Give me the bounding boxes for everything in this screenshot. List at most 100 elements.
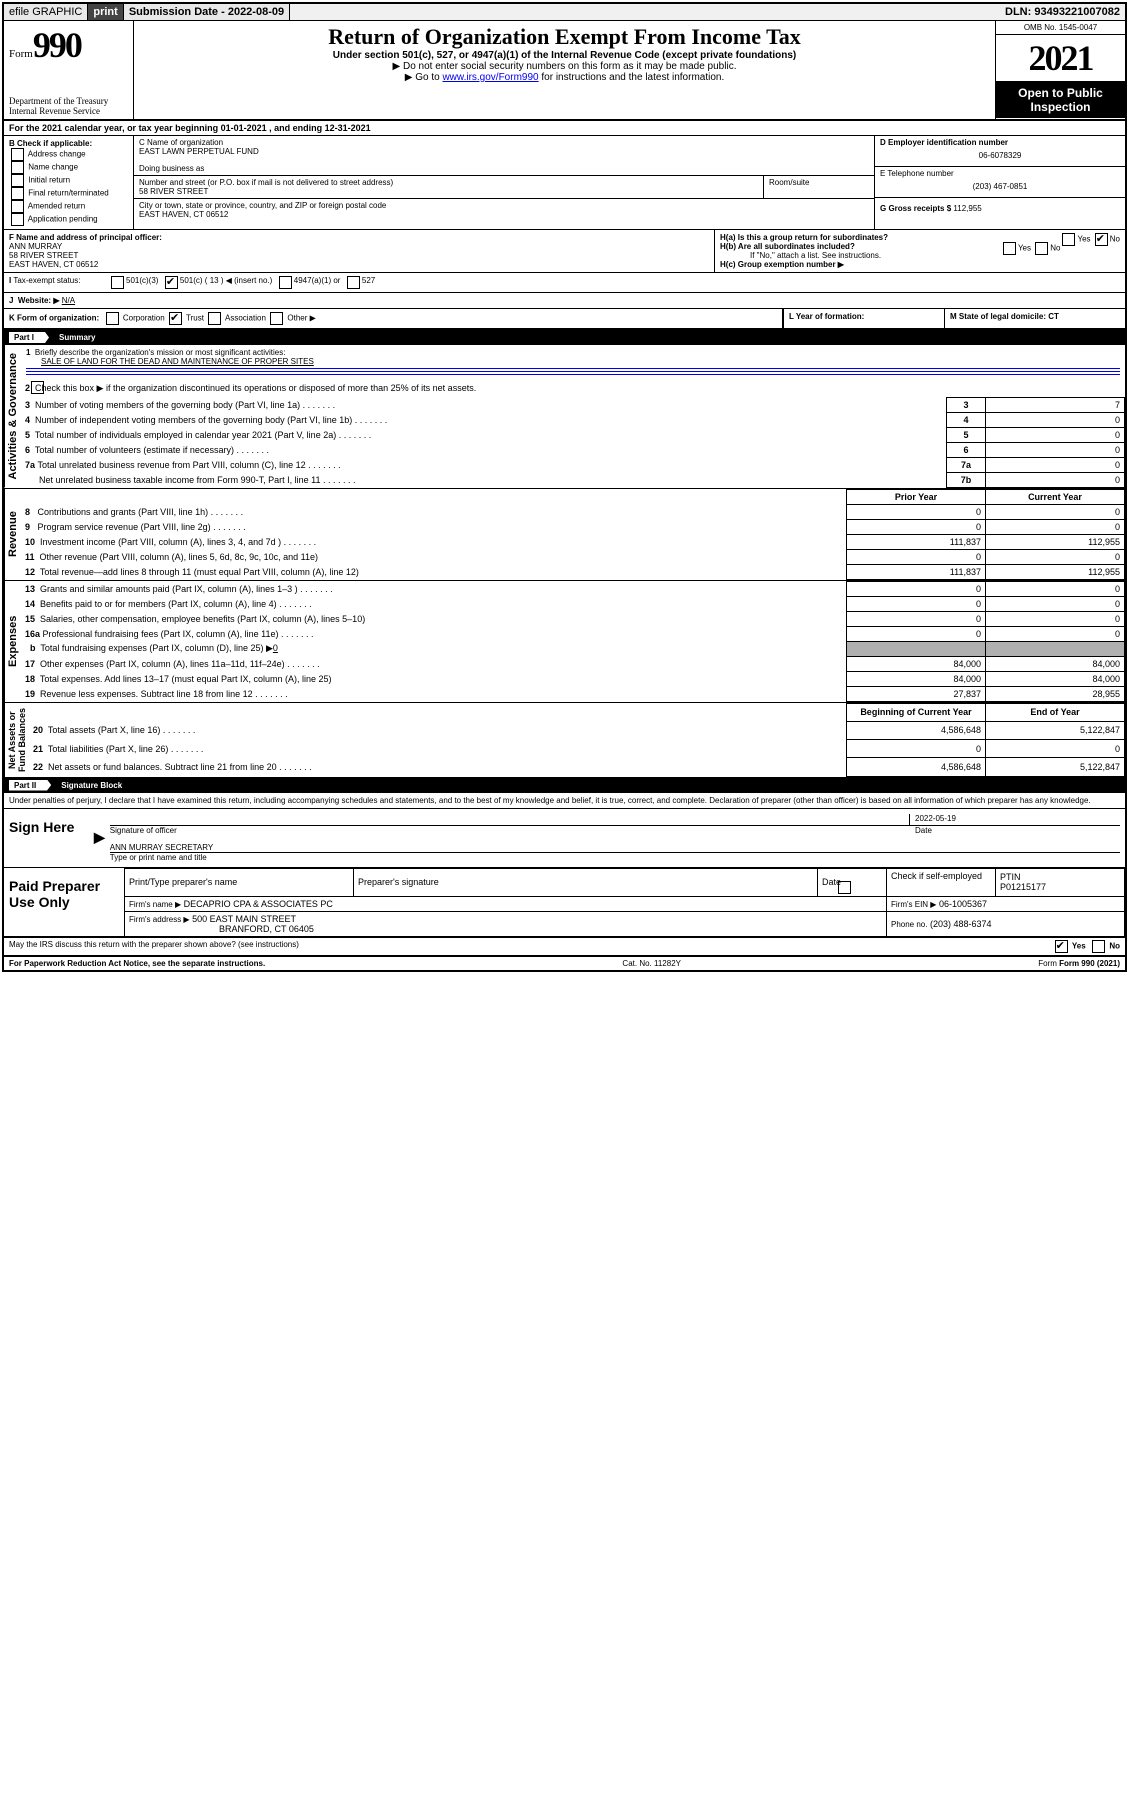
e17-text: Other expenses (Part IX, column (A), lin…: [40, 659, 285, 669]
r12-c: 112,955: [986, 564, 1125, 579]
line-a: For the 2021 calendar year, or tax year …: [9, 123, 371, 133]
e15-text: Salaries, other compensation, employee b…: [40, 614, 365, 624]
firm-ein: 06-1005367: [939, 899, 987, 909]
c-name-lbl: C Name of organization: [139, 138, 869, 147]
ein: 06-6078329: [880, 147, 1120, 164]
prep-date-lbl: Date: [818, 868, 887, 896]
section-f: F Name and address of principal officer:…: [4, 230, 715, 272]
arrow-icon: ▶: [94, 829, 105, 846]
vlabel-expenses: Expenses: [4, 581, 21, 702]
cb-ha-no[interactable]: [1095, 233, 1108, 246]
cb-initial[interactable]: [11, 174, 24, 187]
e17-c: 84,000: [986, 656, 1125, 671]
instr2: ▶ Go to www.irs.gov/Form990 for instruct…: [139, 72, 990, 83]
ha-no: No: [1110, 235, 1120, 244]
cb-501c3[interactable]: [111, 276, 124, 289]
k-trust: Trust: [186, 314, 204, 323]
hb-lbl: H(b) Are all subordinates included?: [720, 242, 855, 251]
room-lbl: Room/suite: [764, 176, 874, 198]
sign-here: Sign Here: [4, 809, 94, 867]
n20-text: Total assets (Part X, line 16): [48, 725, 161, 735]
org-name: EAST LAWN PERPETUAL FUND: [139, 147, 869, 156]
cb-hb-no[interactable]: [1035, 242, 1048, 255]
e19-text: Revenue less expenses. Subtract line 18 …: [40, 689, 253, 699]
n22-c: 5,122,847: [986, 758, 1125, 776]
e14-c: 0: [986, 596, 1125, 611]
subtitle: Under section 501(c), 527, or 4947(a)(1)…: [139, 50, 990, 61]
q2: Check this box ▶ if the organization dis…: [35, 383, 476, 393]
n22-text: Net assets or fund balances. Subtract li…: [48, 762, 277, 772]
ein-lbl: Firm's EIN ▶: [891, 900, 936, 909]
paid-preparer: Paid Preparer Use Only: [4, 868, 124, 936]
e17-p: 84,000: [847, 656, 986, 671]
foot-yes: Yes: [1072, 941, 1086, 950]
opt-address: Address change: [28, 150, 86, 159]
hc-lbl: H(c) Group exemption number ▶: [720, 260, 844, 269]
sig-date: 2022-05-19: [909, 814, 1120, 826]
print-button[interactable]: print: [88, 4, 123, 20]
r11-text: Other revenue (Part VIII, column (A), li…: [40, 552, 318, 562]
cb-final[interactable]: [11, 187, 24, 200]
j-lbl: Website: ▶: [18, 296, 60, 305]
cb-527[interactable]: [347, 276, 360, 289]
f-lbl: F Name and address of principal officer:: [9, 233, 162, 242]
e15-p: 0: [847, 611, 986, 626]
e13-c: 0: [986, 581, 1125, 596]
opt-name: Name change: [28, 163, 78, 172]
l3-val: 7: [986, 397, 1125, 412]
form990-link[interactable]: www.irs.gov/Form990: [442, 72, 538, 83]
cb-discuss-no[interactable]: [1092, 940, 1105, 953]
section-h: H(a) Is this a group return for subordin…: [715, 230, 1125, 272]
prep-self-lbl: Check if self-employed: [891, 871, 982, 881]
cb-self-employed[interactable]: [838, 881, 851, 894]
vlabel-activities: Activities & Governance: [4, 345, 21, 488]
cb-amended[interactable]: [11, 200, 24, 213]
cb-trust[interactable]: [169, 312, 182, 325]
form-990-2021: Form 990 (2021): [1059, 959, 1120, 968]
topbar: efile GRAPHIC print Submission Date - 20…: [4, 4, 1125, 21]
city-val: EAST HAVEN, CT 06512: [139, 210, 869, 219]
r10-text: Investment income (Part VIII, column (A)…: [40, 537, 281, 547]
tax-year: 2021: [1029, 38, 1093, 78]
cb-assoc[interactable]: [208, 312, 221, 325]
l-lbl: L Year of formation:: [789, 312, 864, 321]
firm-addr2: BRANFORD, CT 06405: [219, 924, 314, 934]
title-box: Return of Organization Exempt From Incom…: [134, 21, 995, 119]
cb-name-change[interactable]: [11, 161, 24, 174]
irs: Internal Revenue Service: [9, 106, 128, 116]
cb-other[interactable]: [270, 312, 283, 325]
cb-corp[interactable]: [106, 312, 119, 325]
cb-discuss-yes[interactable]: [1055, 940, 1068, 953]
section-c: C Name of organization EAST LAWN PERPETU…: [134, 136, 875, 229]
sig-date-lbl: Date: [910, 826, 1120, 835]
cb-ha-yes[interactable]: [1062, 233, 1075, 246]
firm-phone: (203) 488-6374: [930, 919, 992, 929]
cb-4947[interactable]: [279, 276, 292, 289]
ptin-lbl: PTIN: [1000, 872, 1021, 882]
dba-lbl: Doing business as: [139, 164, 869, 173]
discuss-q: May the IRS discuss this return with the…: [9, 940, 299, 953]
r8-text: Contributions and grants (Part VIII, lin…: [38, 507, 209, 517]
firm-lbl: Firm's name ▶: [129, 900, 181, 909]
cb-q2[interactable]: [31, 381, 44, 394]
r11-p: 0: [847, 549, 986, 564]
section-b: B Check if applicable: Address change Na…: [4, 136, 134, 229]
opt-pending: Application pending: [28, 215, 98, 224]
omb: OMB No. 1545-0047: [996, 21, 1125, 35]
officer-addr2: EAST HAVEN, CT 06512: [9, 260, 709, 269]
r9-c: 0: [986, 519, 1125, 534]
d-lbl: D Employer identification number: [880, 138, 1008, 147]
part-ii-header: Part IISignature Block: [4, 778, 1125, 793]
opt-amended: Amended return: [28, 202, 85, 211]
street-addr: 58 RIVER STREET: [139, 187, 758, 196]
cb-address-change[interactable]: [11, 148, 24, 161]
cb-hb-yes[interactable]: [1003, 242, 1016, 255]
firm-addr1: 500 EAST MAIN STREET: [192, 914, 296, 924]
cb-501c[interactable]: [165, 276, 178, 289]
cb-pending[interactable]: [11, 213, 24, 226]
l7b-text: Net unrelated business taxable income fr…: [39, 475, 320, 485]
sig-name-lbl: Type or print name and title: [110, 853, 1120, 862]
r10-c: 112,955: [986, 534, 1125, 549]
r12-text: Total revenue—add lines 8 through 11 (mu…: [40, 567, 359, 577]
col-end: End of Year: [1030, 707, 1079, 717]
